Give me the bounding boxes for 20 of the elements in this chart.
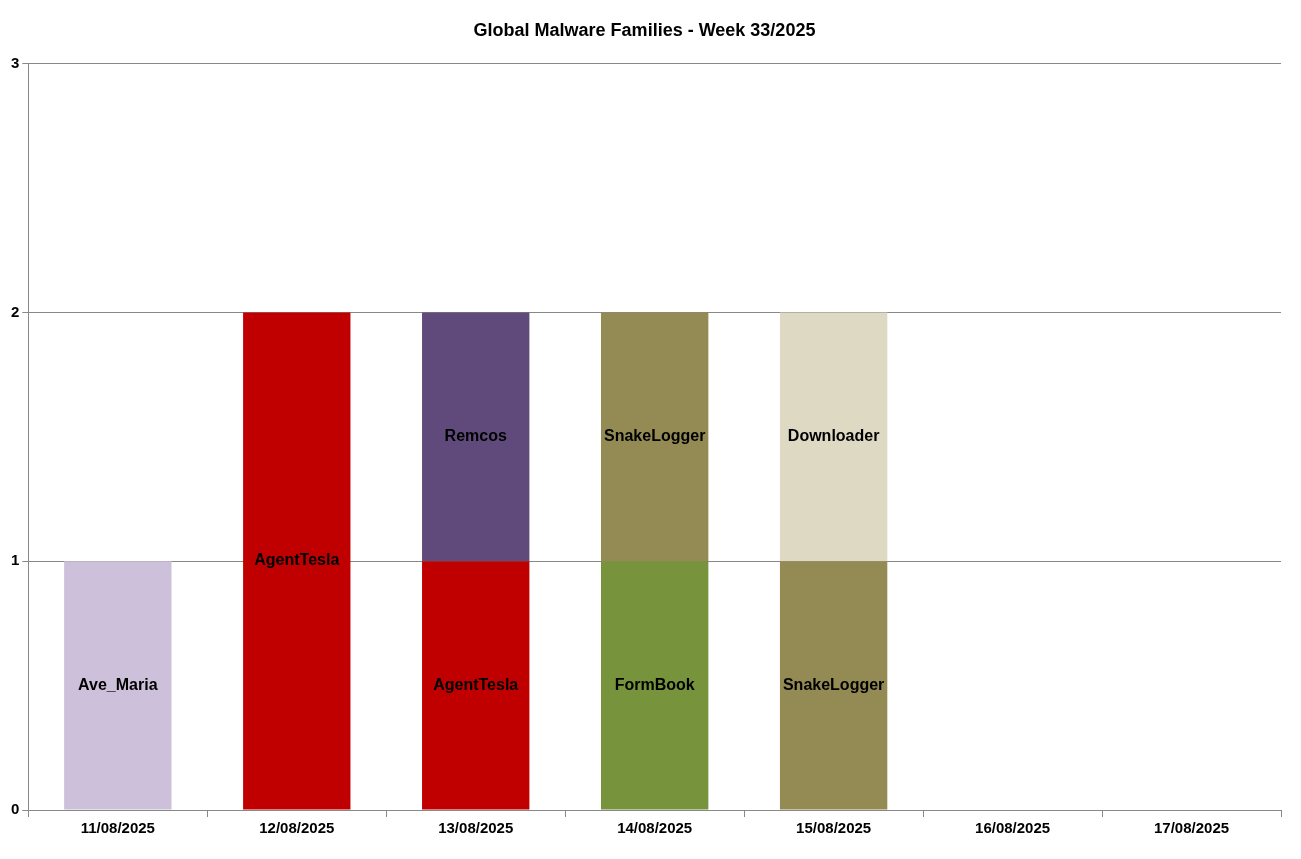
- x-tick-label: 17/08/2025: [1153, 819, 1230, 837]
- chart-title: Global Malware Families - Week 33/2025: [473, 19, 816, 40]
- data-label: SnakeLogger: [782, 675, 885, 693]
- x-tick-label: 14/08/2025: [617, 819, 693, 837]
- data-label: Downloader: [787, 427, 880, 445]
- data-label: Ave_Maria: [78, 675, 158, 693]
- x-tick-label: 15/08/2025: [796, 819, 872, 837]
- x-tick-label: 11/08/2025: [80, 819, 155, 837]
- y-tick-label: 2: [11, 302, 20, 320]
- y-tick-label: 3: [11, 53, 20, 71]
- data-label: AgentTesla: [254, 551, 340, 569]
- x-tick-label: 12/08/2025: [259, 819, 335, 837]
- data-label: AgentTesla: [433, 675, 519, 693]
- data-label: SnakeLogger: [603, 427, 706, 445]
- y-tick-label: 0: [11, 800, 20, 818]
- x-tick-label: 16/08/2025: [975, 819, 1051, 837]
- y-tick-label: 1: [11, 551, 20, 569]
- x-tick-label: 13/08/2025: [438, 819, 514, 837]
- data-label: Remcos: [444, 427, 507, 445]
- data-label: FormBook: [614, 675, 695, 693]
